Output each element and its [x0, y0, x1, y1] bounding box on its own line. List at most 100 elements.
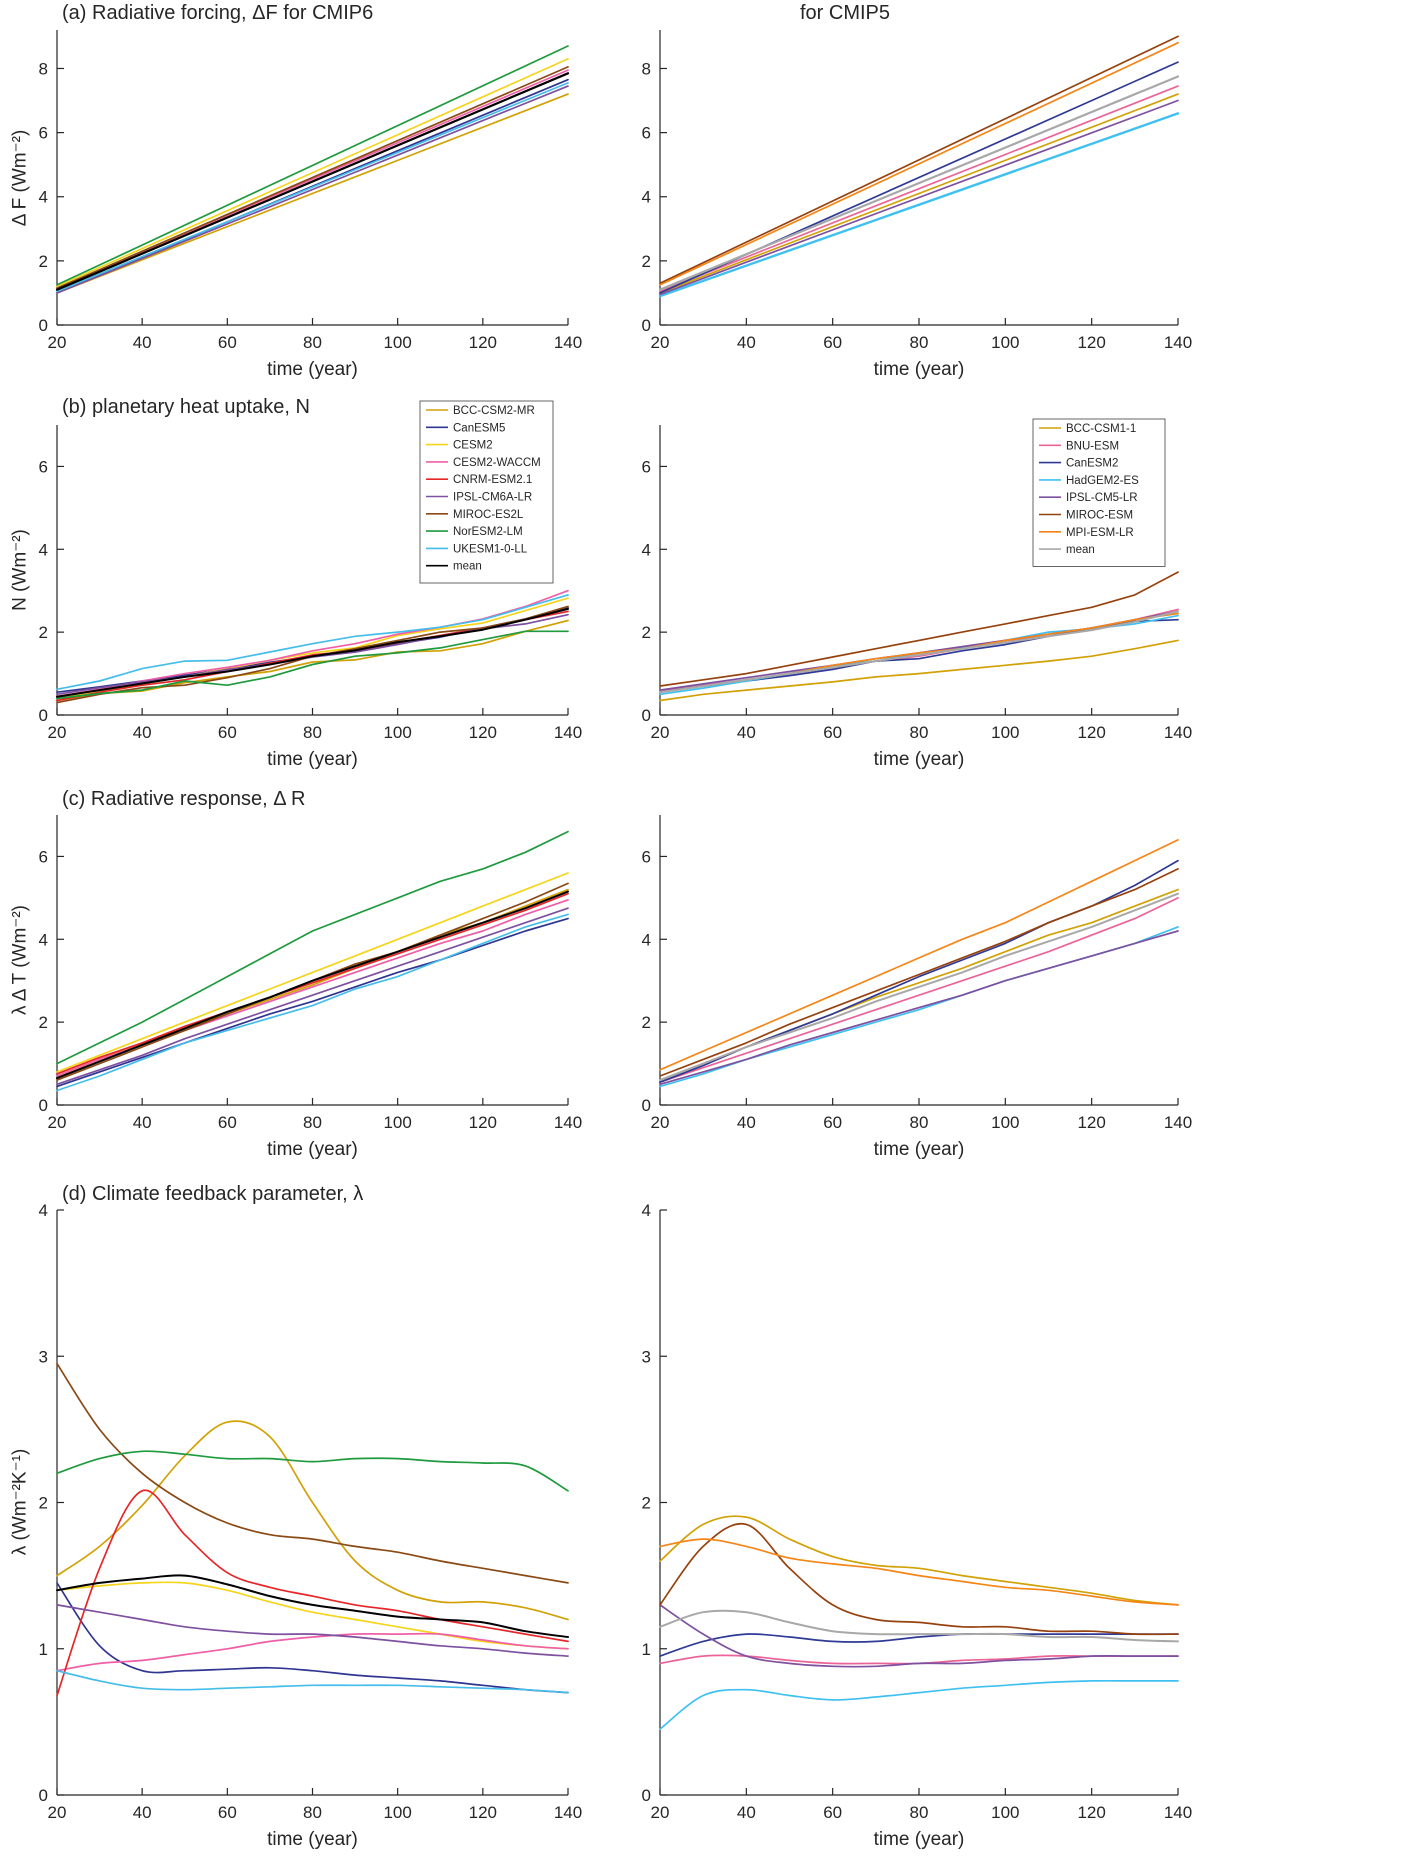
svg-text:100: 100	[383, 333, 411, 352]
series-line-NorESM2-LM	[56, 830, 569, 1065]
panel-b-left-chart: 20 40 60 80 100 120 140 0 2 4 6 time (year) BCC-CSM2…	[0, 395, 625, 788]
svg-text:4: 4	[39, 540, 48, 559]
svg-text:IPSL-CM5-LR: IPSL-CM5-LR	[1066, 492, 1138, 504]
svg-text:20: 20	[651, 1803, 670, 1822]
svg-text:6: 6	[642, 847, 651, 866]
chart-svg-c-right: 20 40 60 80 100 120 140 0 2 4 6 time (year)	[642, 815, 1192, 1160]
panel-d-right-chart: 20 40 60 80 100 120 140 0 1 2 3 4 time (year)	[625, 1183, 1195, 1875]
series-line-BNU-ESM	[659, 897, 1179, 1084]
svg-text:BNU-ESM: BNU-ESM	[1066, 440, 1119, 452]
chart-svg-b-left: 20 40 60 80 100 120 140 0 2 4 6 time (year) BCC-CSM2…	[39, 400, 582, 770]
svg-text:80: 80	[303, 333, 322, 352]
series-line-NorESM2-LM	[56, 630, 569, 700]
svg-text:20: 20	[651, 723, 670, 742]
series-line-BCC-CSM1-1	[659, 93, 1179, 294]
panel-a-right-title: for CMIP5	[800, 2, 891, 24]
series-line-MIROC-ES2L	[56, 66, 569, 289]
series-line-mean	[659, 610, 1179, 694]
svg-text:80: 80	[910, 723, 929, 742]
series-line-IPSL-CM5-LR	[659, 610, 1179, 691]
chart-svg-d-left: 20 40 60 80 100 120 140 0 1 2 3 4 time (year)	[39, 1201, 583, 1850]
svg-text:4: 4	[642, 188, 651, 207]
svg-text:40: 40	[133, 1113, 152, 1132]
svg-text:4: 4	[642, 540, 651, 559]
svg-text:80: 80	[303, 1803, 322, 1822]
panel-a-left-chart: 20 40 60 80 100 120 140 0 2 4 6 8 time (year)	[0, 0, 625, 395]
svg-text:140: 140	[1164, 723, 1192, 742]
panel-c-right-chart: 20 40 60 80 100 120 140 0 2 4 6 time (year)	[625, 788, 1195, 1183]
svg-text:120: 120	[469, 1803, 497, 1822]
svg-text:6: 6	[39, 124, 48, 143]
series-line-IPSL-CM6A-LR	[56, 85, 569, 294]
chart-svg-a-right: 20 40 60 80 100 120 140 0 2 4 6 8 time (year)	[642, 30, 1192, 380]
series-line-CESM2	[56, 58, 569, 288]
series-line-MPI-ESM-LR	[659, 1538, 1179, 1606]
svg-text:CanESM2: CanESM2	[1066, 458, 1118, 470]
panel-b-right-chart: 20 40 60 80 100 120 140 0 2 4 6 time (year) BCC-CSM1…	[625, 395, 1195, 788]
svg-text:140: 140	[554, 1803, 582, 1822]
series-line-mean	[659, 892, 1179, 1082]
svg-text:60: 60	[823, 1803, 842, 1822]
series-line-MIROC-ES2L	[56, 1362, 569, 1584]
svg-text:0: 0	[39, 706, 48, 725]
svg-text:2: 2	[39, 1013, 48, 1032]
series-line-mean	[659, 1609, 1179, 1643]
series-line-UKESM1-0-LL	[56, 82, 569, 293]
series-line-NorESM2-LM	[56, 1450, 569, 1492]
series-line-BCC-CSM1-1	[659, 1515, 1179, 1606]
series-line-BCC-CSM1-1	[659, 639, 1179, 702]
svg-text:140: 140	[1164, 1113, 1192, 1132]
svg-text:CESM2: CESM2	[453, 440, 493, 452]
svg-text:60: 60	[823, 1113, 842, 1132]
svg-text:120: 120	[469, 723, 497, 742]
svg-text:60: 60	[823, 333, 842, 352]
series-line-CESM2	[56, 1581, 569, 1650]
svg-text:8: 8	[642, 59, 651, 78]
svg-text:100: 100	[383, 723, 411, 742]
series-line-UKESM1-0-LL	[56, 594, 569, 691]
svg-text:120: 120	[469, 333, 497, 352]
panel-a-left-title: (a) Radiative forcing, ΔF for CMIP6	[62, 2, 374, 24]
svg-text:140: 140	[1164, 1803, 1192, 1822]
series-line-BCC-CSM2-MR	[56, 619, 569, 702]
svg-text:100: 100	[991, 333, 1019, 352]
svg-text:0: 0	[642, 316, 651, 335]
svg-text:CNRM-ESM2.1: CNRM-ESM2.1	[453, 474, 532, 486]
svg-text:time (year): time (year)	[267, 359, 358, 380]
series-line-IPSL-CM6A-LR	[56, 1604, 569, 1657]
svg-text:0: 0	[642, 1786, 651, 1805]
svg-text:MIROC-ESM: MIROC-ESM	[1066, 510, 1133, 522]
svg-text:time (year): time (year)	[267, 1829, 358, 1850]
svg-text:60: 60	[218, 1113, 237, 1132]
series-line-MPI-ESM-LR	[659, 839, 1179, 1071]
svg-text:40: 40	[737, 723, 756, 742]
svg-text:120: 120	[1077, 1803, 1105, 1822]
svg-text:120: 120	[1077, 1113, 1105, 1132]
panel-b-left-title: (b) planetary heat uptake, N	[62, 396, 310, 418]
svg-text:2: 2	[642, 623, 651, 642]
svg-text:mean: mean	[1066, 544, 1095, 556]
svg-text:80: 80	[303, 723, 322, 742]
panel-c-left-title: (c) Radiative response, Δ R	[62, 788, 306, 810]
svg-text:3: 3	[642, 1347, 651, 1366]
svg-text:60: 60	[823, 723, 842, 742]
svg-text:100: 100	[991, 1113, 1019, 1132]
legend: BCC-CSM2-MR CanESM5 CESM2 CESM2-WACCM CNRM-E…	[419, 400, 554, 584]
svg-text:40: 40	[133, 1803, 152, 1822]
legend: BCC-CSM1-1 BNU-ESM CanESM2 HadGEM2-ES IPSL-C…	[1032, 418, 1166, 567]
series-line-MPI-ESM-LR	[659, 41, 1179, 286]
series-line-CanESM2	[659, 859, 1179, 1084]
svg-text:1: 1	[642, 1640, 651, 1659]
chart-svg-c-left: 20 40 60 80 100 120 140 0 2 4 6 time (year)	[39, 815, 582, 1160]
svg-text:time (year): time (year)	[267, 1139, 358, 1160]
svg-text:60: 60	[218, 723, 237, 742]
svg-text:20: 20	[48, 723, 67, 742]
panel-c-left-chart: 20 40 60 80 100 120 140 0 2 4 6 time (year)	[0, 788, 625, 1183]
svg-text:120: 120	[469, 1113, 497, 1132]
series-line-BNU-ESM	[659, 608, 1179, 691]
panel-d-left-chart: 20 40 60 80 100 120 140 0 1 2 3 4 time (year)	[0, 1183, 625, 1875]
svg-text:6: 6	[642, 457, 651, 476]
series-line-HadGEM2-ES	[659, 1679, 1179, 1731]
svg-text:HadGEM2-ES: HadGEM2-ES	[1066, 475, 1139, 487]
